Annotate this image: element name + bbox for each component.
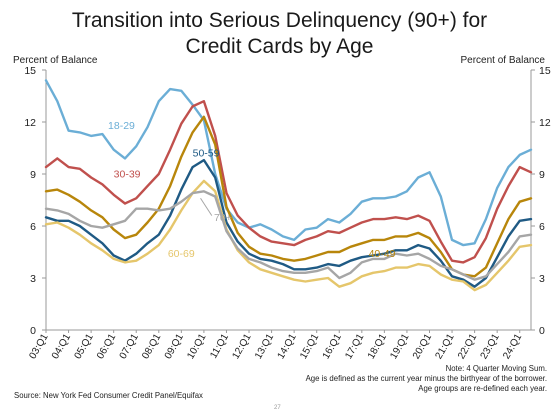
series-line-30-39 [44, 100, 533, 264]
y-tick-label-left: 6 [30, 221, 36, 233]
series-line-50-59 [44, 158, 533, 288]
x-tick-label: 07:Q1 [118, 332, 141, 361]
x-tick-label: 23:Q1 [479, 332, 502, 361]
x-tick-label: 12:Q1 [230, 332, 253, 361]
y-axis-label-right: Percent of Balance [461, 55, 546, 66]
y-tick-label-left: 15 [24, 65, 36, 77]
y-tick-label-right: 3 [539, 273, 545, 285]
x-tick-label: 09:Q1 [163, 332, 186, 361]
series-line-18-29 [44, 79, 533, 247]
series-label-40-49: 40-49 [369, 248, 396, 260]
y-tick-label-right: 15 [539, 65, 551, 77]
series-label-leader-70+ [200, 197, 213, 216]
x-tick-label: 10:Q1 [185, 332, 208, 361]
y-tick-label-right: 12 [539, 117, 551, 129]
x-tick-label: 16:Q1 [321, 332, 344, 361]
x-tick-label: 04:Q1 [50, 332, 73, 361]
x-tick-label: 22:Q1 [456, 332, 479, 361]
source-note: Source: New York Fed Consumer Credit Pan… [14, 391, 203, 400]
series-line-40-49 [44, 115, 533, 278]
footnote-3: Age groups are re-defined each year. [418, 384, 547, 393]
series-line-70+ [44, 190, 533, 281]
x-tick-label: 14:Q1 [276, 332, 299, 361]
x-tick-label: 18:Q1 [366, 332, 389, 361]
y-tick-label-left: 9 [30, 169, 36, 181]
series-label-50-59: 50-59 [193, 148, 220, 160]
x-tick-label: 13:Q1 [253, 332, 276, 361]
x-tick-label: 24:Q1 [501, 332, 524, 361]
y-tick-label-left: 3 [30, 273, 36, 285]
x-tick-label: 20:Q1 [411, 332, 434, 361]
y-tick-label-left: 0 [30, 325, 36, 337]
series-label-60-69: 60-69 [168, 248, 195, 260]
series-label-18-29: 18-29 [108, 120, 135, 132]
x-tick-label: 05:Q1 [73, 332, 96, 361]
x-tick-label: 15:Q1 [298, 332, 321, 361]
x-tick-label: 17:Q1 [343, 332, 366, 361]
chart-title-line-1: Transition into Serious Delinquency (90+… [71, 9, 488, 32]
x-tick-label: 19:Q1 [388, 332, 411, 361]
y-tick-label-left: 12 [24, 117, 36, 129]
y-tick-label-right: 0 [539, 325, 545, 337]
y-tick-label-right: 9 [539, 169, 545, 181]
footnote-1: Note: 4 Quarter Moving Sum. [445, 364, 547, 373]
series-line-60-69 [44, 179, 533, 292]
footnote-2: Age is defined as the current year minus… [305, 374, 547, 383]
y-axis-label-left: Percent of Balance [13, 55, 98, 66]
chart-title-line-2: Credit Cards by Age [185, 35, 374, 58]
x-tick-label: 08:Q1 [140, 332, 163, 361]
x-tick-label: 11:Q1 [208, 332, 231, 361]
series-labels: 18-29 30-39 40-49 50-59 60-69 70+ [108, 120, 396, 260]
y-tick-label-right: 6 [539, 221, 545, 233]
series-label-70+: 70+ [214, 212, 232, 224]
x-tick-label: 06:Q1 [95, 332, 118, 361]
x-tick-label: 21:Q1 [433, 332, 456, 361]
chart-title: Transition into Serious Delinquency (90+… [0, 8, 559, 60]
series-lines [44, 79, 533, 292]
page-number: 27 [274, 405, 281, 411]
series-label-30-39: 30-39 [114, 168, 141, 180]
